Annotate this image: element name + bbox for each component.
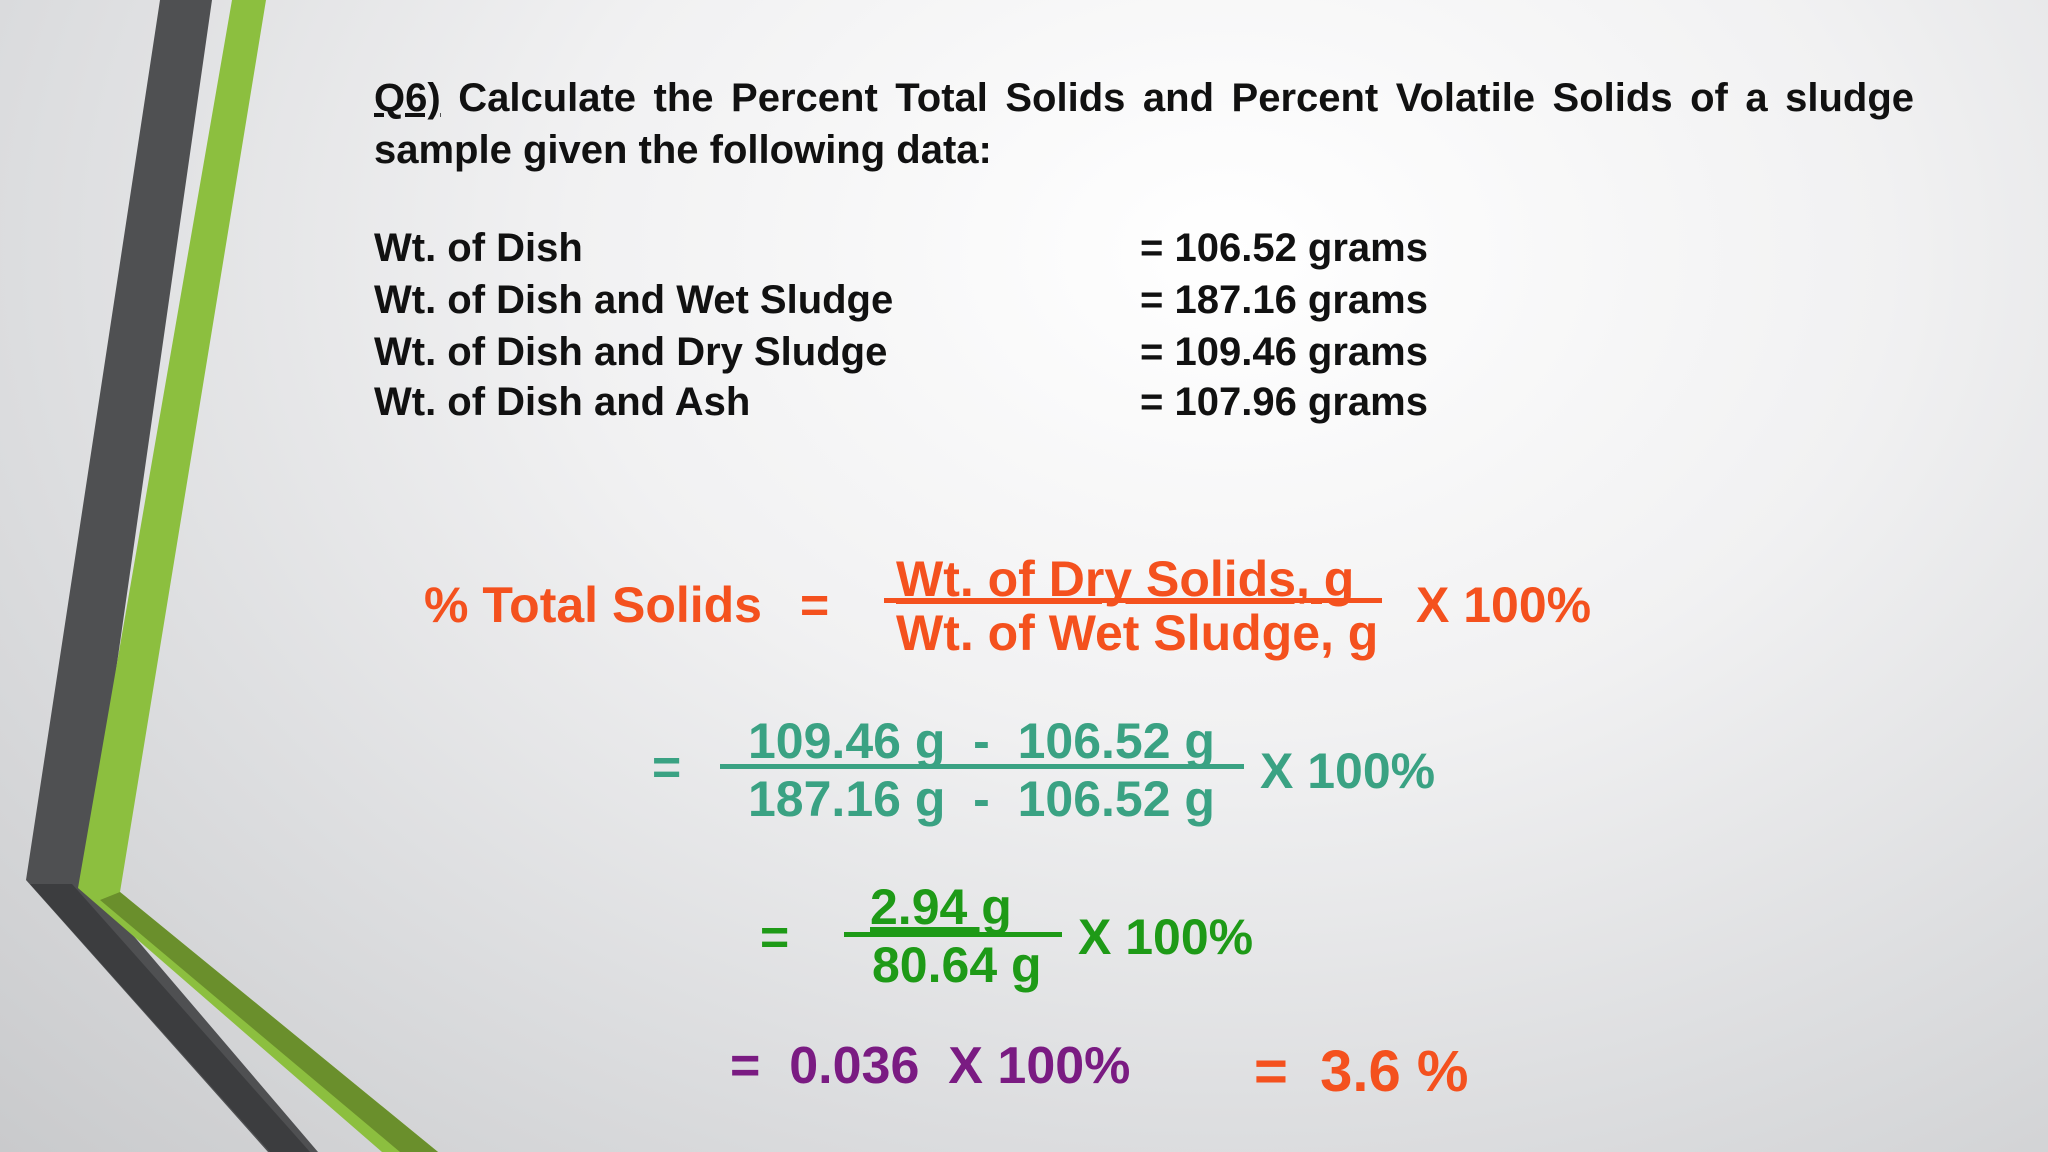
step1-fraction-bar [720, 764, 1244, 769]
data-row-label: Wt. of Dish and Wet Sludge [374, 278, 894, 322]
formula-equals: = [800, 577, 830, 633]
formula-denominator: Wt. of Wet Sludge, g [896, 605, 1379, 661]
data-row-value: = 106.52 grams [1140, 226, 1428, 270]
question-text: Q6) Calculate the Percent Total Solids a… [374, 72, 1914, 176]
final-result: = 3.6 % [1254, 1039, 1469, 1104]
question-body: Calculate the Percent Total Solids and P… [374, 76, 1914, 172]
green-stripe [78, 0, 438, 1152]
green-shadow-stripe [100, 892, 438, 1152]
step3-expression: = 0.036 X 100% [730, 1037, 1131, 1095]
step2-multiplier: X 100% [1078, 909, 1254, 965]
step1-equals: = [652, 739, 682, 795]
formula-multiplier: X 100% [1416, 577, 1592, 633]
formula-numerator: Wt. of Dry Solids, g [896, 551, 1355, 607]
step2-denominator: 80.64 g [872, 937, 1042, 993]
formula-lhs: % Total Solids [424, 577, 762, 633]
data-row-label: Wt. of Dish [374, 226, 583, 270]
data-row-value: = 109.46 grams [1140, 330, 1428, 374]
step1-numerator: 109.46 g - 106.52 g [748, 713, 1215, 769]
step1-denominator: 187.16 g - 106.52 g [748, 771, 1215, 827]
data-row-label: Wt. of Dish and Dry Sludge [374, 330, 888, 374]
step1-multiplier: X 100% [1260, 743, 1436, 799]
dark-bottom-stripe [30, 884, 310, 1152]
data-row-value: = 107.96 grams [1140, 380, 1428, 424]
formula-fraction-bar [884, 598, 1382, 603]
step2-fraction-bar [844, 932, 1062, 937]
dark-gray-stripe [26, 0, 318, 1152]
data-row-value: = 187.16 grams [1140, 278, 1428, 322]
step2-equals: = [760, 909, 790, 965]
question-label: Q6) [374, 76, 441, 120]
data-row-label: Wt. of Dish and Ash [374, 380, 751, 424]
step2-numerator: 2.94 g [870, 879, 1012, 935]
